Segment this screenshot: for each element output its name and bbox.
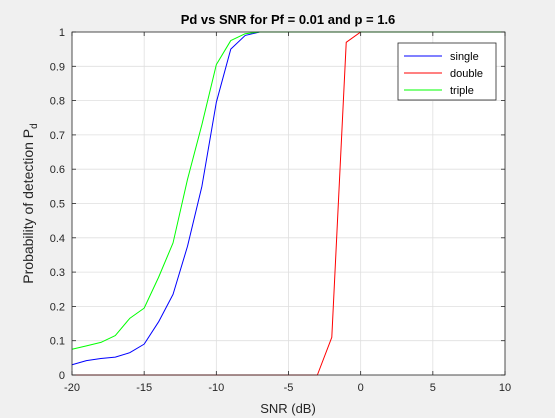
y-tick-label: 0.6 <box>50 164 65 176</box>
x-axis-label: SNR (dB) <box>260 401 316 416</box>
y-tick-label: 0.5 <box>50 199 65 211</box>
y-tick-label: 0.2 <box>50 301 65 313</box>
legend-label-triple: triple <box>450 85 474 97</box>
legend: single double triple <box>397 42 497 101</box>
y-tick-label: 0 <box>59 370 65 382</box>
y-tick-label: 0.7 <box>50 130 65 142</box>
y-axis-label-subscript: d <box>29 123 40 129</box>
y-tick-label: 0.1 <box>50 336 65 348</box>
y-tick-label: 0.3 <box>50 267 65 279</box>
y-tick-label: 0.4 <box>50 233 65 245</box>
x-tick-label: -10 <box>208 382 224 394</box>
x-tick-label: 10 <box>499 382 511 394</box>
x-tick-label: -20 <box>64 382 80 394</box>
y-axis-label: Probability of detection Pd <box>20 123 40 283</box>
x-tick-label: -5 <box>284 382 294 394</box>
x-tick-label: -15 <box>136 382 152 394</box>
x-tick-label: 5 <box>430 382 436 394</box>
axis-ticks <box>71 31 506 376</box>
legend-label-single: single <box>450 51 479 63</box>
tick-labels: -20 -15 -10 -5 0 5 10 0 0.1 0.2 0.3 0.4 0.5 0.6 0.7 0.8… <box>50 27 511 394</box>
y-tick-label: 0.9 <box>50 61 65 73</box>
y-tick-label: 0.8 <box>50 96 65 108</box>
x-tick-label: 0 <box>358 382 364 394</box>
legend-label-double: double <box>450 68 483 80</box>
y-axis-label-main: Probability of detection P <box>20 129 36 284</box>
chart-title: Pd vs SNR for Pf = 0.01 and p = 1.6 <box>181 12 396 27</box>
y-tick-label: 1 <box>59 27 65 39</box>
